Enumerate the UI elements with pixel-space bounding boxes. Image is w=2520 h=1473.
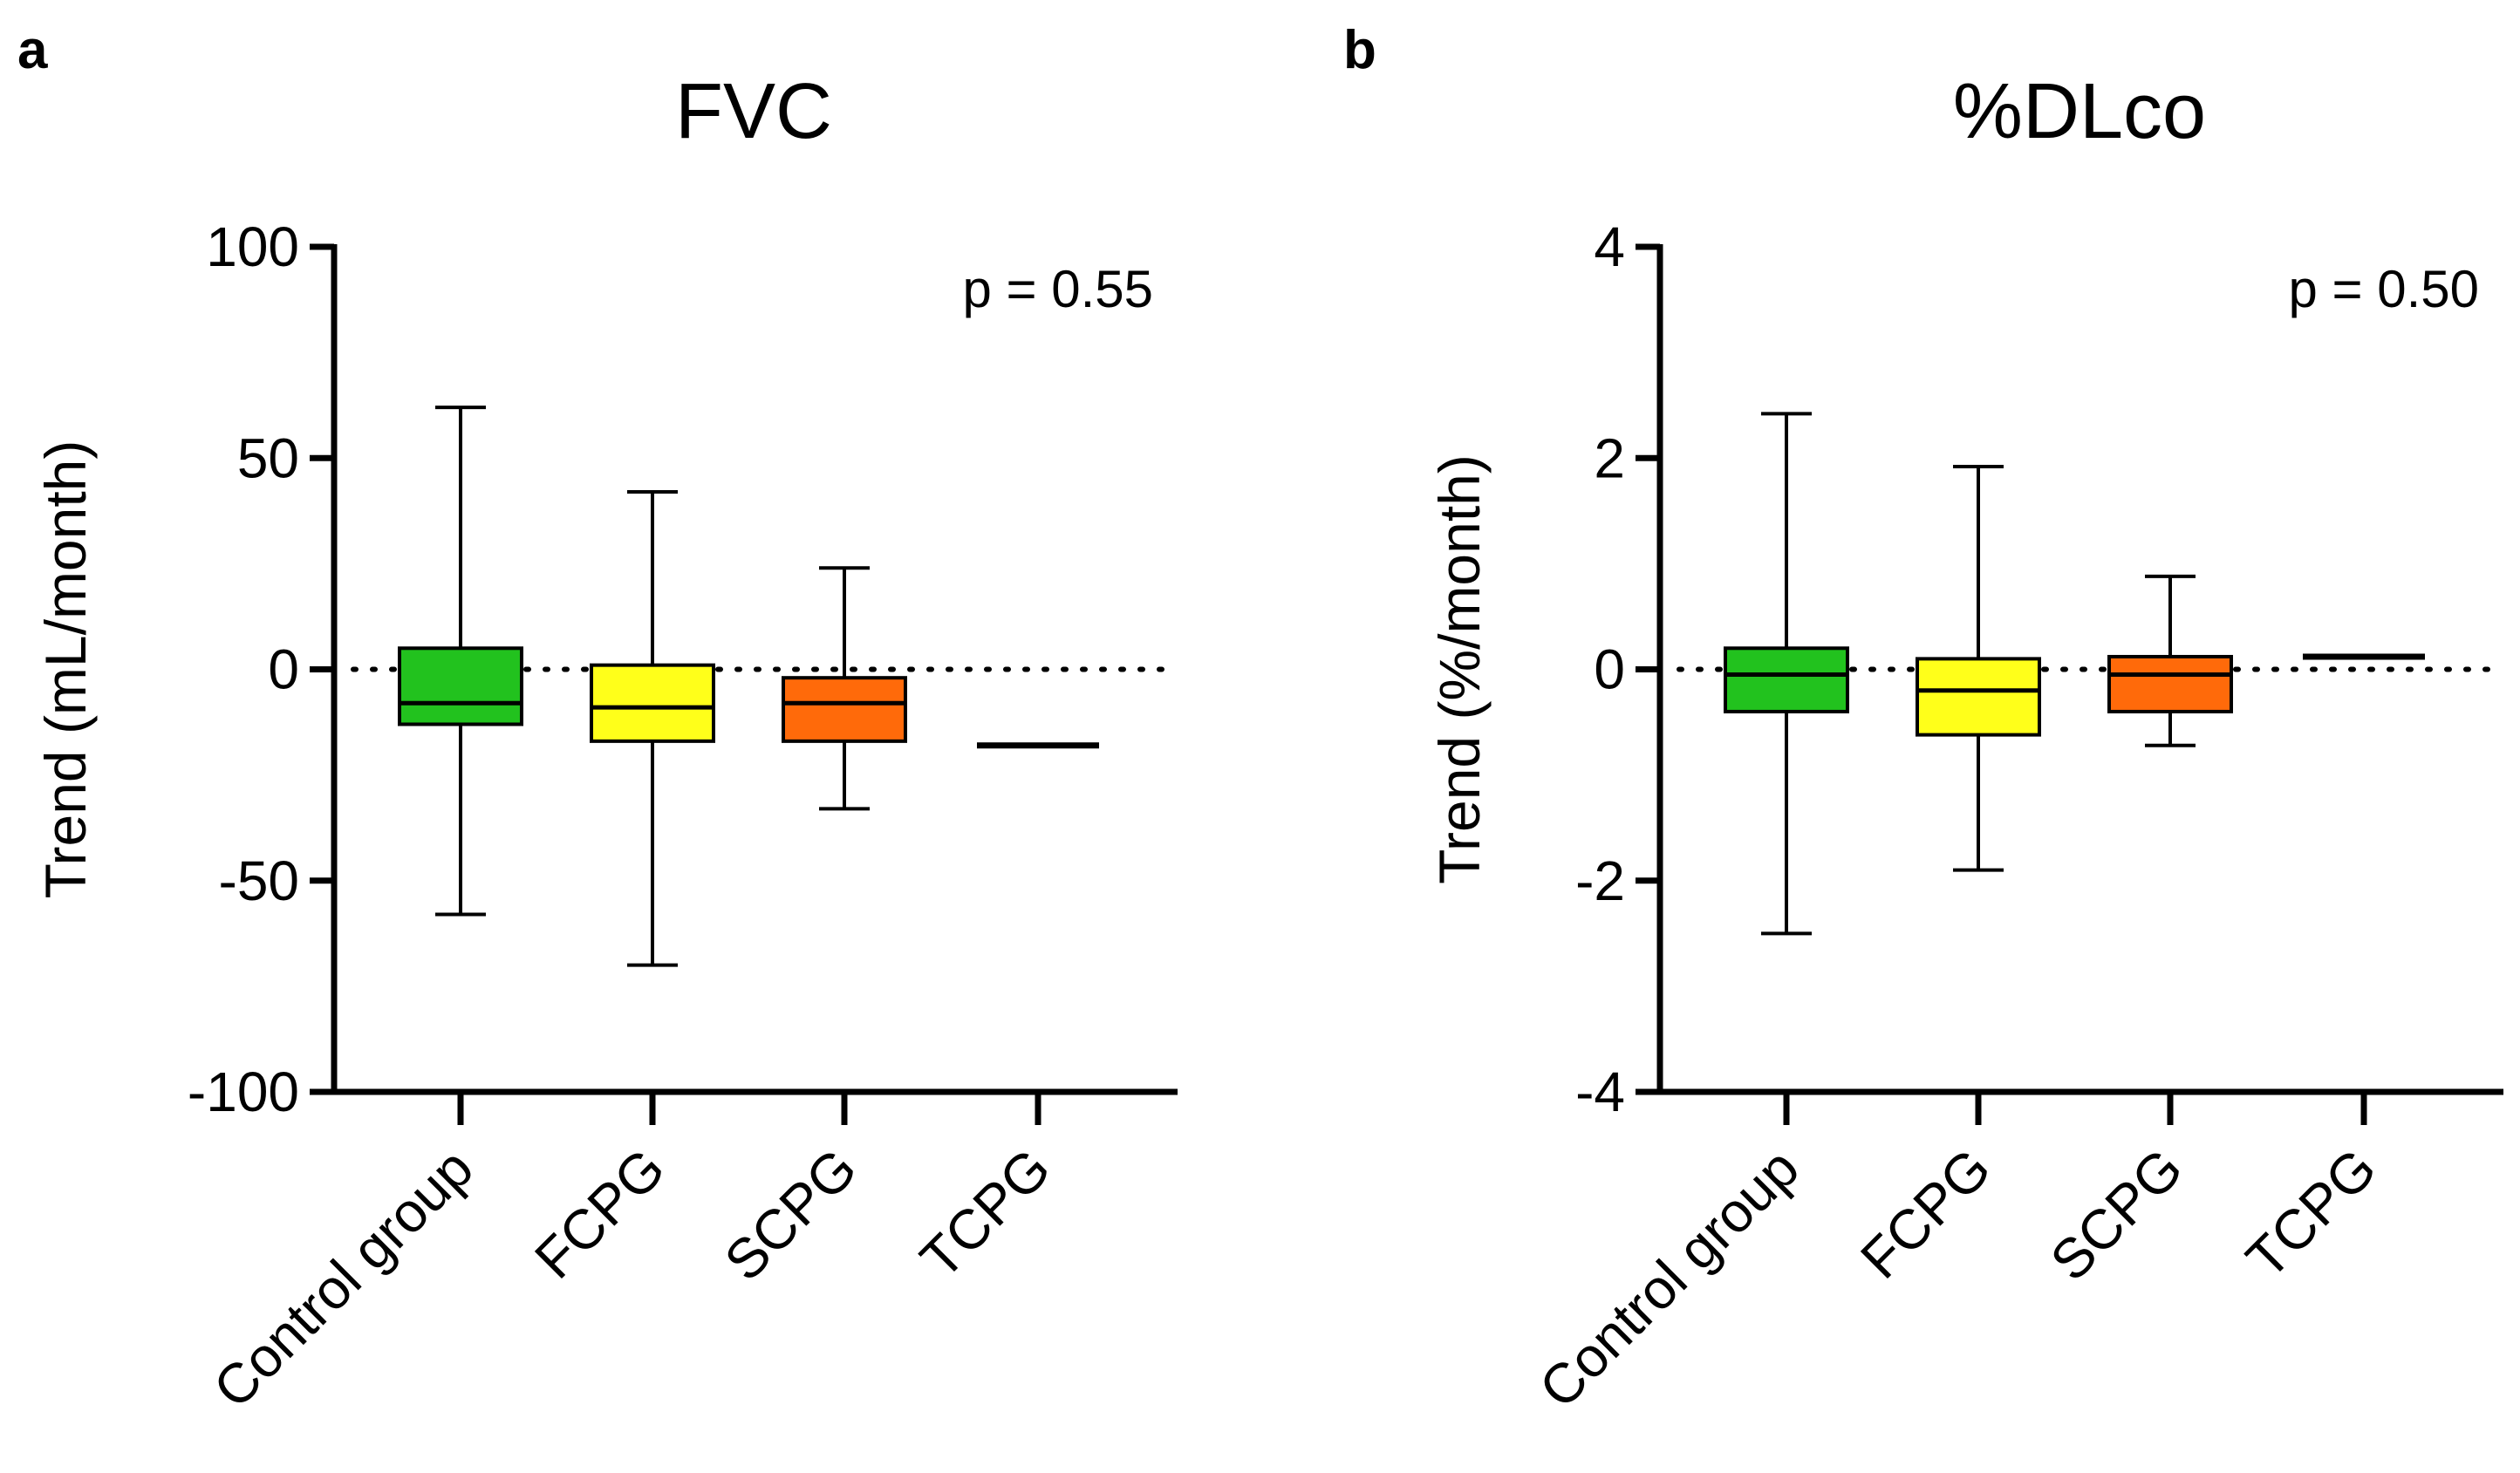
y-tick-label: -2 (1575, 849, 1625, 912)
p-value-annotation: p = 0.55 (962, 260, 1153, 318)
box-iqr (398, 646, 523, 726)
box-iqr (782, 676, 907, 743)
panel-letter: b (1343, 20, 1376, 80)
y-axis-label: Trend (mL/month) (33, 440, 98, 899)
y-tick-label: 50 (237, 426, 299, 489)
category-label: Control group (201, 1136, 485, 1420)
category-label: Control group (1527, 1136, 1811, 1420)
chart-title: FVC (675, 68, 832, 155)
chart-title: %DLco (1953, 68, 2206, 155)
y-tick-label: 0 (268, 638, 299, 701)
panel-letter: a (17, 20, 48, 80)
y-tick-label: -4 (1575, 1060, 1625, 1123)
category-label: FCPG (1848, 1136, 2003, 1291)
category-label: TCPG (908, 1136, 1062, 1291)
y-axis-label: Trend (%/month) (1427, 454, 1492, 884)
category-label: SCPG (2039, 1136, 2195, 1292)
panel-b: b %DLco -4 -2 0 2 4 Trend (%/month) p = 0.50 Cont… (1343, 20, 2506, 1420)
category-label: TCPG (2234, 1136, 2388, 1291)
box-iqr (1916, 657, 2041, 737)
y-tick-label: -100 (188, 1060, 299, 1123)
y-tick-label: 4 (1594, 215, 1625, 278)
box-iqr (1724, 646, 1849, 713)
box-iqr (590, 663, 715, 743)
y-tick-label: 2 (1594, 426, 1625, 489)
y-tick-label: 0 (1594, 638, 1625, 701)
y-tick-label: -50 (219, 849, 300, 912)
box-iqr (2107, 654, 2233, 713)
category-label: SCPG (713, 1136, 869, 1292)
panel-a: a FVC -100 -50 0 50 100 Trend (mL/month) p = 0.5… (17, 20, 1180, 1420)
category-label: FCPG (522, 1136, 677, 1291)
y-tick-label: 100 (206, 215, 299, 278)
p-value-annotation: p = 0.50 (2288, 260, 2479, 318)
